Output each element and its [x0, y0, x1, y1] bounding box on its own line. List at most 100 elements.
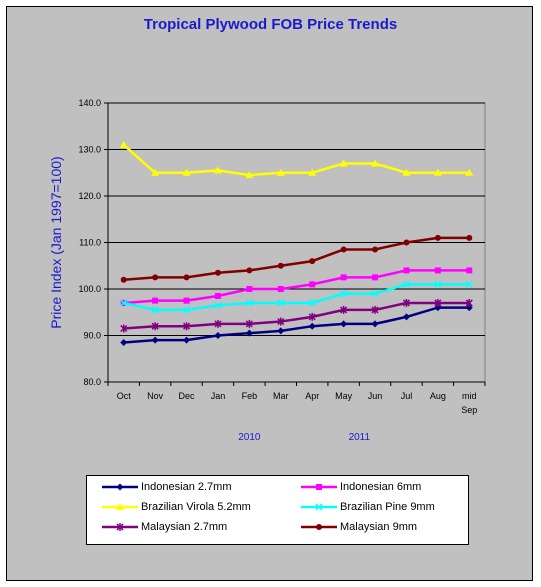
data-point: [277, 299, 285, 307]
data-point: [245, 171, 254, 179]
legend-swatch: [102, 523, 138, 531]
y-tick-label: 100.0: [78, 284, 101, 294]
legend-label: Brazilian Virola 5.2mm: [141, 501, 251, 513]
legend-swatch-marker: [116, 503, 124, 510]
data-point: [183, 274, 190, 281]
legend-swatch: [301, 484, 337, 490]
y-tick-label: 80.0: [83, 377, 101, 387]
chart-title: Tropical Plywood FOB Price Trends: [143, 16, 398, 33]
legend-swatch-marker: [116, 523, 124, 531]
data-point: [402, 168, 411, 176]
data-point: [466, 267, 473, 274]
x-tick-label: Sep: [461, 405, 477, 415]
legend-swatch: [301, 503, 337, 511]
data-point: [120, 324, 128, 333]
x-tick-label: Aug: [430, 391, 446, 401]
y-tick-label: 90.0: [83, 331, 101, 341]
data-point: [340, 246, 347, 253]
legend-item: Brazilian Pine 9mm: [300, 501, 435, 513]
y-tick-label: 140.0: [78, 98, 101, 108]
legend-label: Malaysian 9mm: [340, 521, 418, 533]
data-point: [277, 262, 284, 269]
data-point: [371, 320, 379, 328]
data-point: [308, 168, 317, 176]
data-point: [309, 281, 316, 288]
data-point: [340, 305, 348, 314]
legend-swatch: [301, 524, 337, 530]
series-line: [123, 301, 470, 330]
data-point: [214, 319, 222, 328]
data-point: [434, 267, 441, 274]
data-point: [402, 313, 410, 321]
data-point: [245, 319, 253, 328]
data-point: [340, 274, 347, 281]
y-tick-label: 130.0: [78, 145, 101, 155]
legend-swatch-marker: [316, 484, 322, 490]
x-tick-label: mid: [462, 391, 477, 401]
data-point: [120, 299, 128, 307]
legend-item: Brazilian Virola 5.2mm: [101, 501, 251, 513]
legend-label: Indonesian 2.7mm: [141, 481, 232, 493]
series-line: [123, 236, 470, 281]
legend-label: Brazilian Pine 9mm: [340, 501, 435, 513]
data-point: [245, 329, 253, 337]
x-tick-label: Jun: [368, 391, 383, 401]
data-point: [151, 336, 159, 344]
data-point: [402, 280, 410, 288]
legend-swatch: [102, 503, 138, 510]
data-point: [465, 280, 473, 288]
x-tick-label: Feb: [242, 391, 258, 401]
data-point: [465, 298, 473, 307]
data-point: [371, 305, 379, 314]
data-point: [308, 312, 316, 321]
x-tick-label: Mar: [273, 391, 289, 401]
series-5: [120, 234, 473, 283]
legend-label: Malaysian 2.7mm: [141, 521, 228, 533]
data-point: [152, 274, 159, 281]
data-point: [308, 322, 316, 330]
data-point: [214, 332, 222, 339]
data-point: [371, 290, 379, 298]
data-point: [120, 276, 127, 283]
x-tick-label: Jul: [401, 391, 413, 401]
data-point: [183, 297, 190, 304]
data-point: [434, 304, 442, 312]
x-tick-label: May: [335, 391, 353, 401]
data-point: [308, 299, 316, 307]
legend-item: Indonesian 2.7mm: [101, 481, 232, 493]
series-line: [123, 306, 470, 344]
data-point: [465, 304, 473, 312]
data-point: [246, 286, 253, 292]
series-line: [122, 143, 470, 177]
data-point: [433, 168, 442, 176]
legend-swatch-marker: [316, 524, 322, 530]
data-point: [309, 258, 316, 265]
data-point: [245, 299, 253, 307]
series-line: [123, 269, 470, 305]
data-point: [434, 280, 442, 288]
year-label: 2010: [238, 432, 261, 443]
data-point: [277, 286, 284, 292]
data-point: [340, 320, 348, 328]
data-point: [183, 336, 191, 344]
data-point: [339, 159, 348, 167]
series-0: [120, 304, 473, 346]
series-1: [120, 267, 473, 306]
data-point: [402, 298, 410, 307]
data-point: [214, 292, 221, 299]
legend-item: Indonesian 6mm: [300, 481, 421, 493]
data-point: [276, 168, 285, 176]
data-point: [434, 298, 442, 307]
data-point: [403, 267, 410, 274]
legend-swatch-marker: [116, 483, 124, 491]
data-point: [277, 317, 285, 326]
data-point: [213, 166, 222, 174]
series-3: [120, 280, 473, 314]
data-point: [151, 168, 160, 176]
data-point: [340, 290, 348, 298]
data-point: [214, 269, 221, 276]
data-point: [151, 322, 159, 331]
x-tick-label: Nov: [147, 391, 164, 401]
data-point: [152, 297, 159, 304]
